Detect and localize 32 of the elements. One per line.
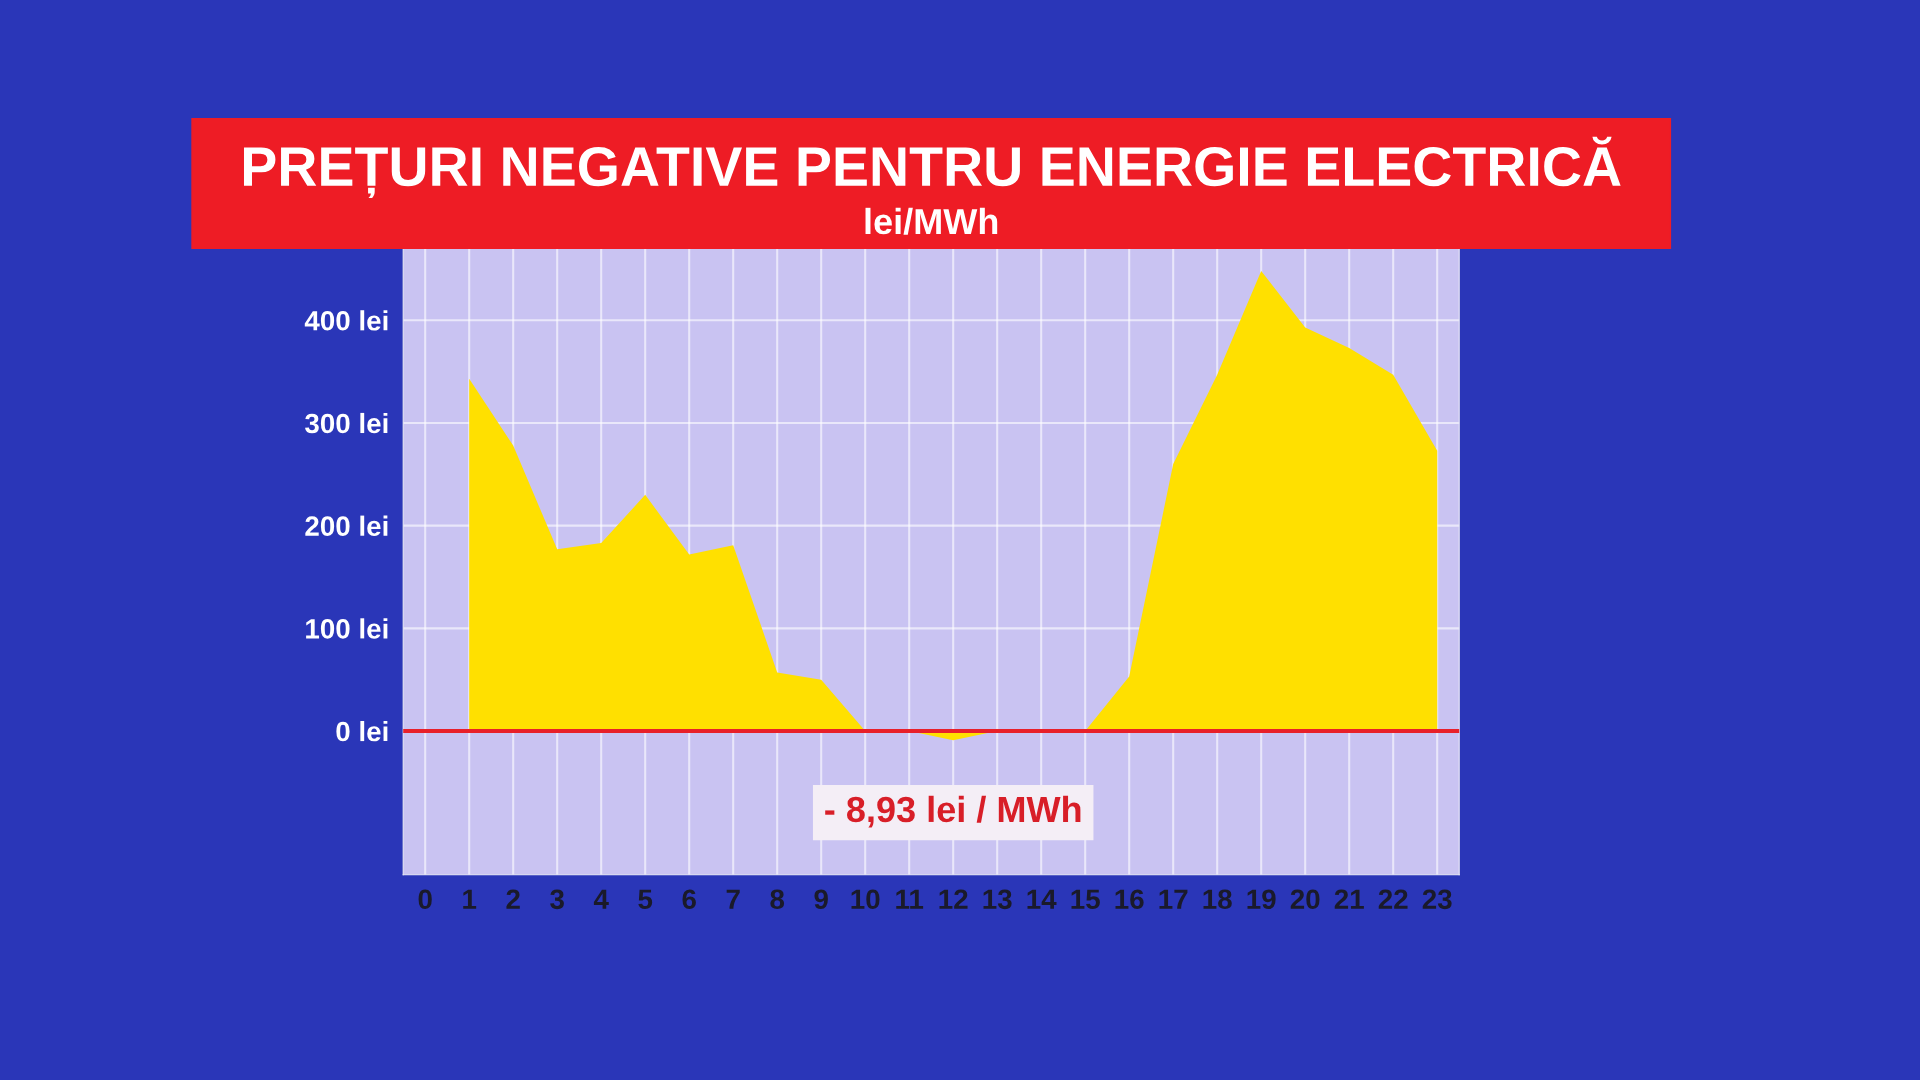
x-tick-label: 14: [1027, 889, 1057, 909]
x-tick-label: 23: [1422, 889, 1452, 910]
x-tick-label: 22: [1378, 889, 1408, 909]
chart-title: PREȚURI NEGATIVE PENTRU ENERGIE ELECTRICĂ: [243, 136, 1621, 199]
x-tick-label: 6: [682, 889, 696, 910]
x-tick-label: 10: [851, 889, 880, 910]
annotation: - 8,93 lei / MWh: [825, 795, 1081, 828]
x-tick-label: 13: [983, 889, 1012, 910]
x-tick-label: 18: [1203, 889, 1232, 910]
x-tick-label: 16: [1115, 889, 1144, 910]
y-tick-label: 300 lei: [305, 412, 388, 434]
x-tick-label: 1: [463, 889, 477, 909]
x-tick-label: 0: [418, 889, 432, 910]
x-tick-label: 19: [1247, 889, 1276, 910]
y-tick-label: 400 lei: [304, 310, 388, 331]
x-tick-label: 2: [506, 889, 520, 909]
x-tick-label: 8: [770, 889, 785, 910]
x-tick-label: 11: [896, 889, 924, 909]
x-tick-label: 12: [939, 889, 968, 909]
x-tick-label: 21: [1334, 889, 1364, 909]
y-tick-label: 100 lei: [306, 618, 388, 639]
x-tick-label: 5: [638, 889, 653, 910]
x-tick-label: 3: [550, 889, 564, 910]
x-tick-label: 20: [1290, 889, 1320, 910]
x-tick-label: 4: [593, 889, 609, 909]
x-tick-label: 7: [726, 889, 740, 909]
x-tick-label: 9: [814, 889, 828, 910]
x-tick-label: 17: [1159, 889, 1188, 909]
x-tick-label: 15: [1071, 889, 1100, 910]
y-tick-label: 200 lei: [305, 515, 388, 536]
chart-subtitle: lei/MWh: [865, 207, 998, 235]
y-tick-label: 0 lei: [336, 720, 388, 742]
